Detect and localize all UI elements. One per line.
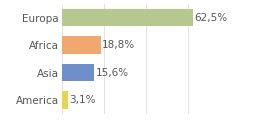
Text: 3,1%: 3,1% (69, 95, 96, 105)
Bar (62, 36, 101, 54)
Bar (62, 64, 94, 81)
Text: 62,5%: 62,5% (194, 13, 227, 23)
Text: 15,6%: 15,6% (95, 68, 129, 78)
Text: 18,8%: 18,8% (102, 40, 135, 50)
Bar (62, 91, 68, 109)
Bar (62, 9, 193, 27)
